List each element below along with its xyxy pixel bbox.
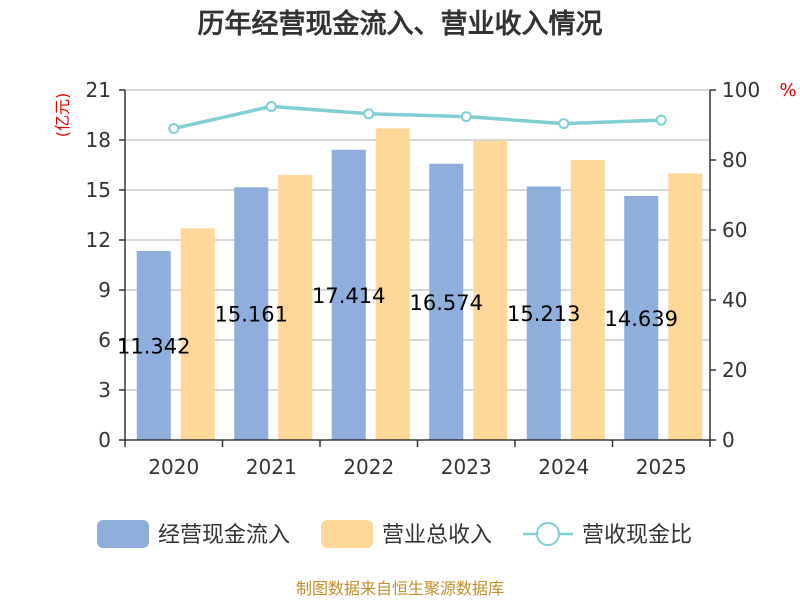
right-tick-label: 0 — [722, 428, 735, 452]
left-tick-label: 21 — [86, 78, 111, 102]
legend: 经营现金流入 营业总收入 营收现金比 — [97, 520, 692, 548]
x-tick-label: 2021 — [246, 455, 297, 479]
right-axis-unit: % — [779, 80, 796, 101]
right-tick-label: 100 — [722, 78, 760, 102]
bar-revenue — [668, 173, 703, 441]
bar-revenue — [570, 160, 605, 440]
left-tick-label: 12 — [86, 228, 111, 252]
chart-title: 历年经营现金流入、营业收入情况 — [198, 8, 603, 40]
gridlines — [125, 89, 710, 391]
bar-cash-inflow — [624, 196, 659, 440]
bar-revenue — [180, 228, 215, 440]
bar-revenue — [278, 175, 313, 440]
left-tick-label: 0 — [98, 428, 111, 452]
x-tick-label: 2025 — [636, 455, 687, 479]
bars — [136, 128, 703, 441]
ratio-point — [168, 123, 180, 134]
x-tick-label: 2024 — [538, 455, 589, 479]
x-tick-label: 2022 — [343, 455, 394, 479]
ratio-line-path — [173, 104, 662, 131]
legend-swatch-revenue — [321, 520, 373, 548]
right-tick-label: 40 — [722, 288, 747, 312]
left-axis-unit: (亿元) — [53, 93, 72, 138]
bar-cash-inflow — [526, 186, 561, 440]
source-note: 制图数据来自恒生聚源数据库 — [296, 579, 504, 598]
ratio-point — [655, 114, 667, 126]
bar-revenue — [473, 140, 508, 441]
ratio-point — [363, 108, 375, 120]
legend-marker-ratio — [536, 522, 560, 546]
data-labels: 11.342 15.161 17.414 16.574 15.213 14.639 — [117, 284, 678, 359]
data-label: 15.213 — [507, 302, 580, 326]
left-tick-label: 9 — [98, 278, 111, 302]
bar-cash-inflow — [429, 163, 464, 440]
data-label: 15.161 — [215, 303, 288, 327]
axes: 0 3 6 9 12 15 18 21 0 20 40 60 80 100 2020 2021 2022 2023… — [86, 78, 761, 479]
right-tick-label: 60 — [722, 218, 747, 242]
data-label: 11.342 — [117, 334, 190, 358]
data-label: 14.639 — [605, 307, 678, 331]
left-tick-label: 3 — [98, 378, 111, 402]
x-tick-label: 2023 — [441, 455, 492, 479]
legend-swatch-cash-inflow — [97, 520, 149, 548]
data-label: 16.574 — [410, 291, 483, 315]
legend-label: 经营现金流入 — [158, 523, 290, 548]
bar-cash-inflow — [234, 187, 269, 440]
ratio-point — [558, 118, 570, 130]
right-tick-label: 20 — [722, 358, 747, 382]
ratio-point — [265, 100, 277, 112]
legend-label: 营业总收入 — [382, 523, 492, 548]
left-tick-label: 15 — [86, 178, 111, 202]
left-tick-label: 6 — [98, 328, 111, 352]
bar-cash-inflow — [331, 149, 366, 440]
bar-cash-inflow — [136, 250, 171, 440]
bar-revenue — [375, 128, 410, 441]
left-tick-label: 18 — [86, 128, 111, 152]
right-tick-label: 80 — [722, 148, 747, 172]
ratio-line — [168, 100, 667, 134]
x-tick-label: 2020 — [148, 455, 199, 479]
legend-label: 营收现金比 — [582, 523, 692, 548]
data-label: 17.414 — [312, 284, 385, 308]
ratio-point — [460, 111, 472, 123]
